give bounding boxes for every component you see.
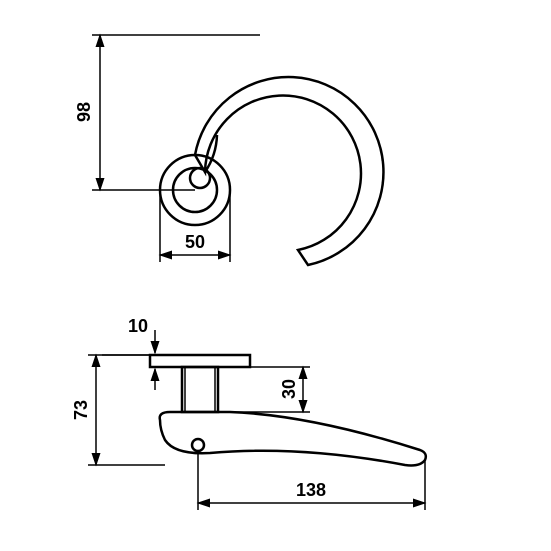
top-view: 98 50 (74, 35, 384, 265)
dim-138: 138 (296, 480, 326, 500)
dim-73: 73 (71, 400, 91, 420)
technical-drawing: 98 50 10 73 30 (0, 0, 551, 551)
dim-30: 30 (279, 379, 299, 399)
dim-50: 50 (185, 232, 205, 252)
dim-98: 98 (74, 102, 94, 122)
dim-10: 10 (128, 316, 148, 336)
side-view: 10 73 30 138 (71, 316, 426, 510)
